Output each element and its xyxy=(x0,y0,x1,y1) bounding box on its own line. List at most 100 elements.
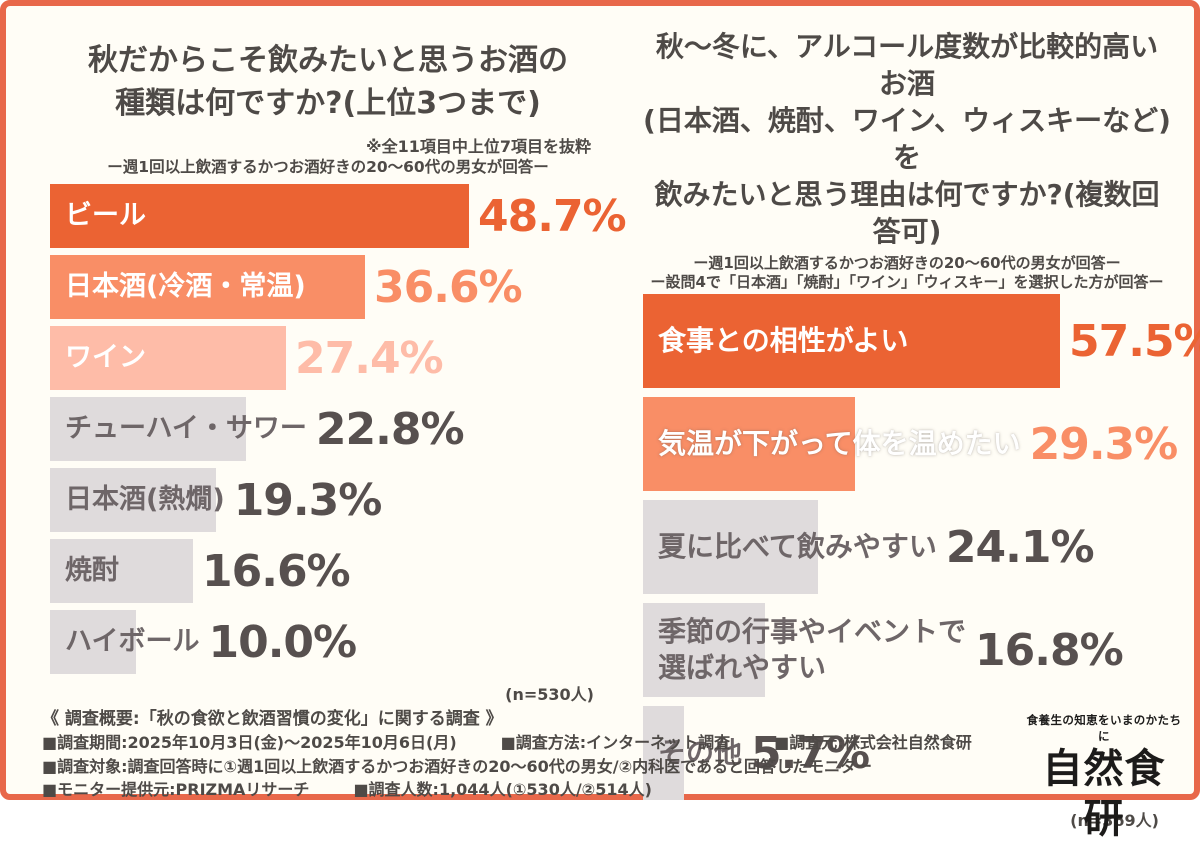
bar-row-content: 夏に比べて飲みやすい 24.1% xyxy=(643,500,1171,594)
bar-row: 焼酎 16.6% xyxy=(50,539,606,603)
bar-label: その他 xyxy=(643,735,742,771)
bar xyxy=(643,603,765,697)
bar-row: ビール 48.7% xyxy=(50,184,627,248)
bar-label: ビール xyxy=(50,199,469,234)
survey-overview-line: ■モニター提供元:PRIZMAリサーチ ■調査人数:1,044人(①530人/②5… xyxy=(42,778,1007,802)
bar-value: 16.8% xyxy=(975,624,1124,676)
bar-row-content: 食事との相性がよい 57.5% xyxy=(643,294,1200,388)
survey-overview-line: ■調査期間:2025年10月3日(金)〜2025年10月6日(月) ■調査方法:イ… xyxy=(42,731,1007,755)
bar-row: ハイボール 10.0% xyxy=(50,610,606,674)
bar-row-content: 日本酒(熱燗) 19.3% xyxy=(50,468,606,532)
bar-label-line: ビール xyxy=(65,199,146,231)
bar-label-line: ワイン xyxy=(65,341,146,373)
logo-tagline: 食養生の知恵をいまのかたちに xyxy=(1026,713,1182,743)
survey-overview: 《 調査概要:「秋の食欲と飲酒習慣の変化」に関する調査 》 ■調査期間:2025… xyxy=(42,707,1007,802)
bar-value: 57.5% xyxy=(1069,315,1200,367)
bar-row-content: ハイボール 10.0% xyxy=(50,610,606,674)
bar-value: 24.1% xyxy=(945,521,1095,573)
bar-label: 日本酒(冷酒・常温) xyxy=(50,270,365,305)
bar-label: 気温が下がって体を温めたい xyxy=(643,426,1021,462)
bar-row: 季節の行事やイベントで 選ばれやすい 16.8% xyxy=(643,603,1171,697)
company-logo: 食養生の知恵をいまのかたちに 自然食研 xyxy=(1026,712,1182,844)
bar xyxy=(50,184,469,248)
bar-label-line: 日本酒(熱燗) xyxy=(65,483,225,515)
bar-row-content: 気温が下がって体を温めたい 29.3% xyxy=(643,397,1178,491)
bar-row: 気温が下がって体を温めたい 29.3% xyxy=(643,397,1178,491)
bar-label-line: 日本酒(冷酒・常温) xyxy=(65,270,306,302)
bar-row-content: 季節の行事やイベントで 選ばれやすい 16.8% xyxy=(643,603,1171,697)
bar-label-line: 食事との相性がよい xyxy=(658,324,909,358)
logo-name: 自然食研 xyxy=(1042,745,1166,842)
bar-row-content: 焼酎 16.6% xyxy=(50,539,606,603)
survey-overview-item: ■調査方法:インターネット調査 xyxy=(500,733,731,752)
bar-row-content: 日本酒(冷酒・常温) 36.6% xyxy=(50,255,606,319)
bar-row-content: ビール 48.7% xyxy=(50,184,627,248)
chart-title: 秋〜冬に、アルコール度数が比較的高いお酒 (日本酒、焼酎、ワイン、ウィスキーなど)… xyxy=(643,28,1171,250)
bar-row: その他 5.7% xyxy=(643,706,1171,800)
bar xyxy=(50,468,216,532)
survey-overview-item: ■調査人数:1,044人(①530人/②514人) xyxy=(353,780,652,799)
bar-value: 29.3% xyxy=(1029,418,1179,470)
chart-subtitle: ー週1回以上飲酒するかつお酒好きの20〜60代の男女が回答ー ー設問4で「日本酒」… xyxy=(643,254,1171,291)
survey-overview-heading: 《 調査概要:「秋の食欲と飲酒習慣の変化」に関する調査 》 xyxy=(42,709,503,729)
chart-title-line: 飲みたいと思う理由は何ですか?(複数回答可) xyxy=(654,178,1160,248)
bar-value: 19.3% xyxy=(233,474,383,526)
bar-label: 焼酎 xyxy=(50,554,193,589)
survey-overview-item: ■調査対象:調査回答時に①週1回以上飲酒するかつお酒好きの20〜60代の男女/②… xyxy=(42,756,872,776)
bar-label-line: 選ばれやすい xyxy=(658,651,827,684)
bar-value: 27.4% xyxy=(295,332,444,384)
bar-row-content: その他 5.7% xyxy=(643,706,1171,800)
bar-value: 48.7% xyxy=(478,190,627,242)
bar-row: 夏に比べて飲みやすい 24.1% xyxy=(643,500,1171,594)
survey-overview-item: ■調査元:株式会社自然食研 xyxy=(774,733,972,752)
bar-row: 日本酒(冷酒・常温) 36.6% xyxy=(50,255,606,319)
bar-label: 日本酒(熱燗) xyxy=(50,483,225,518)
sample-size-label: (n=530人) xyxy=(505,685,594,704)
bar-label: ワイン xyxy=(50,341,286,376)
bar-label-line: チューハイ・サワー xyxy=(65,412,307,444)
bar-label: 季節の行事やイベントで 選ばれやすい xyxy=(643,614,966,686)
bar xyxy=(643,294,1060,388)
bar-label-line: 焼酎 xyxy=(65,554,119,586)
bar xyxy=(643,500,818,594)
chart-title-line: 秋〜冬に、アルコール度数が比較的高いお酒 xyxy=(655,30,1159,100)
chart-note: ※全11項目中上位7項目を抜粋 xyxy=(366,137,591,156)
survey-overview-item: ■調査期間:2025年10月3日(金)〜2025年10月6日(月) xyxy=(42,733,457,752)
bar xyxy=(643,706,684,800)
bar-label: 食事との相性がよい xyxy=(643,323,1060,359)
bar-value: 10.0% xyxy=(208,616,357,668)
chart-title-line: 種類は何ですか?(上位3つまで) xyxy=(115,86,541,121)
survey-overview-lines: ■調査期間:2025年10月3日(金)〜2025年10月6日(月) ■調査方法:イ… xyxy=(42,731,1007,802)
bar xyxy=(50,539,193,603)
bar-row-content: ワイン 27.4% xyxy=(50,326,606,390)
bar-row: ワイン 27.4% xyxy=(50,326,606,390)
bar-value: 5.7% xyxy=(751,727,870,779)
bar xyxy=(50,610,136,674)
bar-label-line: 夏に比べて飲みやすい xyxy=(658,530,937,564)
bar-label: チューハイ・サワー xyxy=(50,412,307,447)
bar-value: 36.6% xyxy=(374,261,523,313)
bar-label: 夏に比べて飲みやすい xyxy=(643,529,937,565)
bar-row: チューハイ・サワー 22.8% xyxy=(50,397,606,461)
bar-label-line: 季節の行事やイベントで xyxy=(658,615,967,649)
bar xyxy=(50,255,365,319)
chart-high-abv-reasons: 秋〜冬に、アルコール度数が比較的高いお酒 (日本酒、焼酎、ワイン、ウィスキーなど)… xyxy=(643,6,1200,831)
bar-label: ハイボール xyxy=(50,625,199,660)
chart-title-line: 秋だからこそ飲みたいと思うお酒の xyxy=(88,43,568,78)
chart-subtitle-line: ー設問4で「日本酒」「焼酎」「ワイン」「ウィスキー」を選択した方が回答ー xyxy=(650,272,1164,291)
bar xyxy=(50,397,246,461)
chart-autumn-drink-types: 秋だからこそ飲みたいと思うお酒の 種類は何ですか?(上位3つまで) ※全11項目中… xyxy=(50,6,627,705)
bar-label-line: 気温が下がって体を温めたい xyxy=(658,427,1021,461)
bar-label-line: ハイボール xyxy=(65,625,200,657)
bar-list: 食事との相性がよい57.5%気温が下がって体を温めたい29.3%夏に比べて飲みや… xyxy=(643,294,1200,800)
bar xyxy=(643,397,855,491)
survey-overview-line: ■調査対象:調査回答時に①週1回以上飲酒するかつお酒好きの20〜60代の男女/②… xyxy=(42,755,1007,779)
survey-overview-item: ■モニター提供元:PRIZMAリサーチ xyxy=(42,780,310,799)
chart-title: 秋だからこそ飲みたいと思うお酒の 種類は何ですか?(上位3つまで) xyxy=(50,39,606,125)
bar-list: ビール 48.7% 日本酒(冷酒・常温) 36.6% ワイン 27.4% チューハイ・サワー… xyxy=(50,184,627,674)
bar xyxy=(50,326,286,390)
bar-value: 16.6% xyxy=(202,545,351,597)
bar-row: 日本酒(熱燗) 19.3% xyxy=(50,468,606,532)
bar-value: 22.8% xyxy=(315,403,465,455)
